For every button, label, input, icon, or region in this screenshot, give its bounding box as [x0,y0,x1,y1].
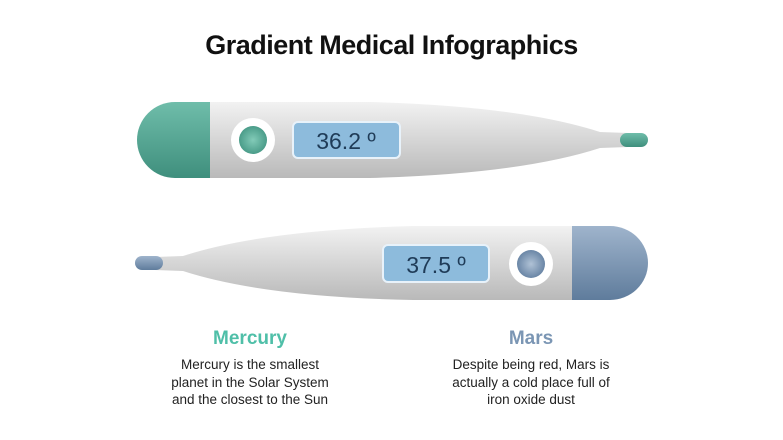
item-title: Mercury [213,328,287,349]
item-title: Mars [508,328,554,349]
item-text: Despite being red, Mars is actually a co… [452,357,610,407]
thermometer-2: 37.5 º [135,226,648,300]
page-title: Gradient Medical Infographics [205,30,578,60]
indicator-dot [517,250,545,278]
thermometer-cap [572,226,648,300]
display-screen [292,121,401,159]
item-text: Mercury is the smallest planet in the So… [171,357,329,407]
display-screen [382,244,490,283]
thermometer-cap [137,102,210,178]
thermometer-tip [620,133,648,147]
reading-1: 36.2 º [316,128,376,154]
thermometer-tip [135,256,163,270]
indicator-dot [239,126,267,154]
reading-2: 37.5 º [406,252,466,278]
item-mars: Mars Despite being red, Mars is actually… [421,328,641,409]
item-mercury: Mercury Mercury is the smallest planet i… [140,328,360,409]
thermometer-1: 36.2 º [137,102,648,178]
